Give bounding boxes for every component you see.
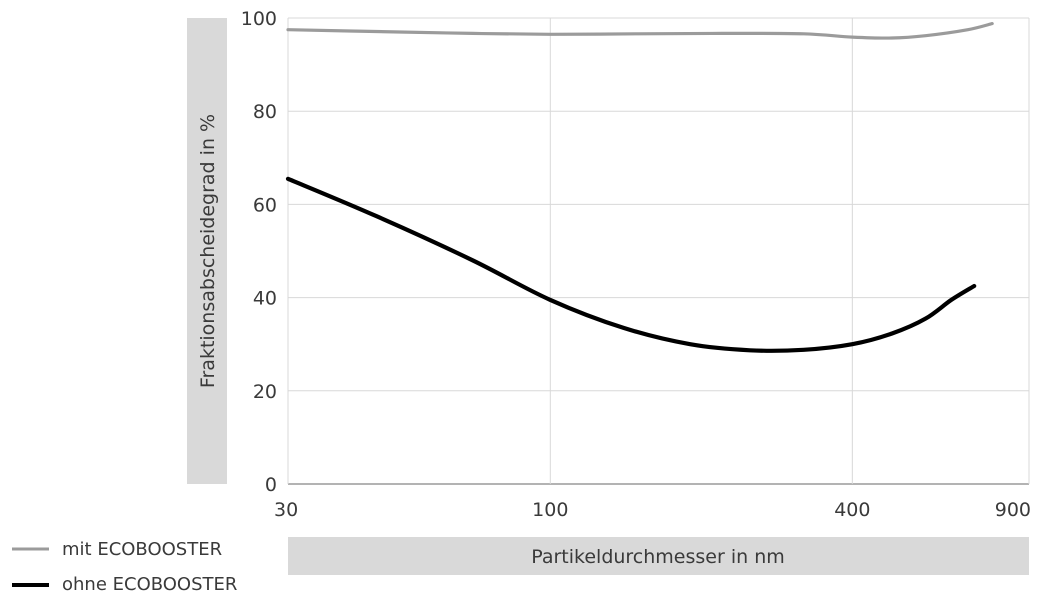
y-axis-title: Fraktionsabscheidegrad in % (197, 114, 219, 388)
series-line-ohne-ecobooster (285, 176, 977, 353)
x-tick-label: 30 (274, 499, 298, 521)
x-tick-label: 100 (532, 499, 568, 521)
x-tick-label: 400 (834, 499, 870, 521)
legend-label-ohne-ecobooster: ohne ECOBOOSTER (62, 574, 237, 595)
y-tick-label: 80 (253, 101, 277, 123)
x-tick-label: 900 (995, 499, 1031, 521)
series-lines (285, 22, 994, 353)
y-tick-label: 0 (265, 474, 277, 496)
y-tick-label: 20 (253, 381, 277, 403)
legend: mit ECOBOOSTER ohne ECOBOOSTER (12, 539, 237, 595)
legend-label-mit-ecobooster: mit ECOBOOSTER (62, 539, 222, 560)
series-line-mit-ecobooster (286, 22, 994, 40)
y-tick-label: 40 (253, 288, 277, 310)
y-axis-title-band (187, 18, 227, 484)
gridlines (287, 17, 1030, 485)
y-tick-labels: 0 20 40 60 80 100 (241, 8, 277, 496)
y-tick-label: 100 (241, 8, 277, 30)
x-tick-labels: 30 100 400 900 (274, 499, 1031, 521)
y-tick-label: 60 (253, 194, 277, 216)
x-axis-title-band (288, 537, 1029, 575)
x-axis-title: Partikeldurchmesser in nm (531, 546, 785, 568)
